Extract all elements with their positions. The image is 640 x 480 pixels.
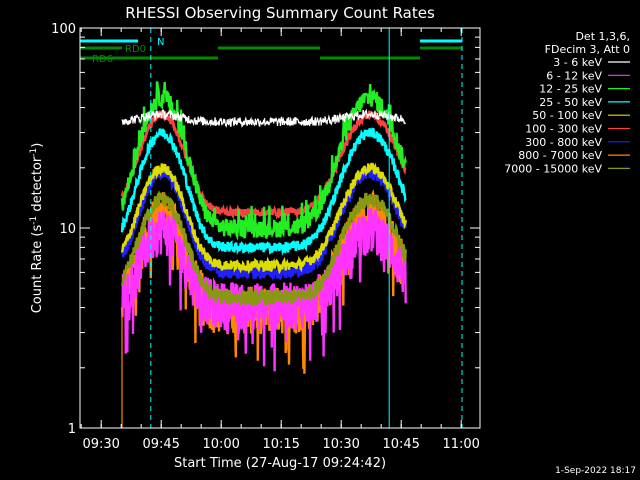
legend-label-0: 3 - 6 keV	[553, 56, 602, 69]
footer-timestamp: 1-Sep-2022 18:17	[555, 466, 636, 476]
y-axis-label-main: Count Rate (s	[30, 225, 45, 314]
chart-title: RHESSI Observing Summary Count Rates	[125, 4, 435, 22]
legend-label-8: 7000 - 15000 keV	[504, 162, 602, 175]
series-line-1	[120, 208, 407, 372]
x-tick-label-1: 09:45	[142, 437, 179, 452]
x-tick-label-3: 10:15	[262, 437, 299, 452]
x-tick-label-6: 11:00	[442, 437, 479, 452]
flags-layer: N RD0 RD6	[80, 37, 462, 65]
y-axis-label-sup2: -1	[29, 148, 39, 157]
y-tick-label-1: 10	[59, 222, 76, 237]
series-line-4	[120, 162, 407, 275]
x-tick-label-4: 10:30	[322, 437, 359, 452]
series-line-0	[121, 108, 407, 128]
legend-label-1: 6 - 12 keV	[546, 69, 602, 82]
y-tick-label-0: 1	[68, 422, 76, 437]
series-layer	[120, 81, 407, 428]
y-tick-label-2: 100	[51, 22, 76, 37]
flag-label-rd6: RD6	[92, 54, 113, 65]
legend-label-7: 800 - 7000 keV	[518, 149, 602, 162]
series-line-8	[120, 190, 407, 307]
series-line-6	[120, 164, 407, 282]
flag-label-rd0: RD0	[125, 44, 146, 55]
legend-label-6: 300 - 800 keV	[525, 136, 602, 149]
y-axis-label-mid: detector	[30, 156, 45, 216]
y-axis-label-end: )	[30, 143, 45, 148]
x-tick-label-0: 09:30	[82, 437, 119, 452]
x-axis-label: Start Time (27-Aug-17 09:24:42)	[174, 456, 386, 471]
legend-label-2: 12 - 25 keV	[539, 83, 602, 96]
legend-header-0: Det 1,3,6,	[575, 30, 630, 43]
series-line-2	[120, 81, 407, 241]
flag-label-n: N	[157, 37, 164, 48]
x-tick-label-5: 10:45	[382, 437, 419, 452]
series-line-3	[120, 127, 407, 256]
x-tick-label-2: 10:00	[202, 437, 239, 452]
legend-label-3: 25 - 50 keV	[539, 96, 602, 109]
legend-label-5: 100 - 300 keV	[525, 123, 602, 136]
legend-label-4: 50 - 100 keV	[532, 109, 602, 122]
axes-layer: 09:30 09:45 10:00 10:15 10:30 10:45 11:00 1 10 10…	[51, 22, 480, 452]
y-axis-label: Count Rate (s-1 detector-1)	[29, 143, 45, 314]
legend-header-1: FDecim 3, Att 0	[545, 43, 630, 56]
y-axis-label-sup1: -1	[29, 216, 39, 225]
